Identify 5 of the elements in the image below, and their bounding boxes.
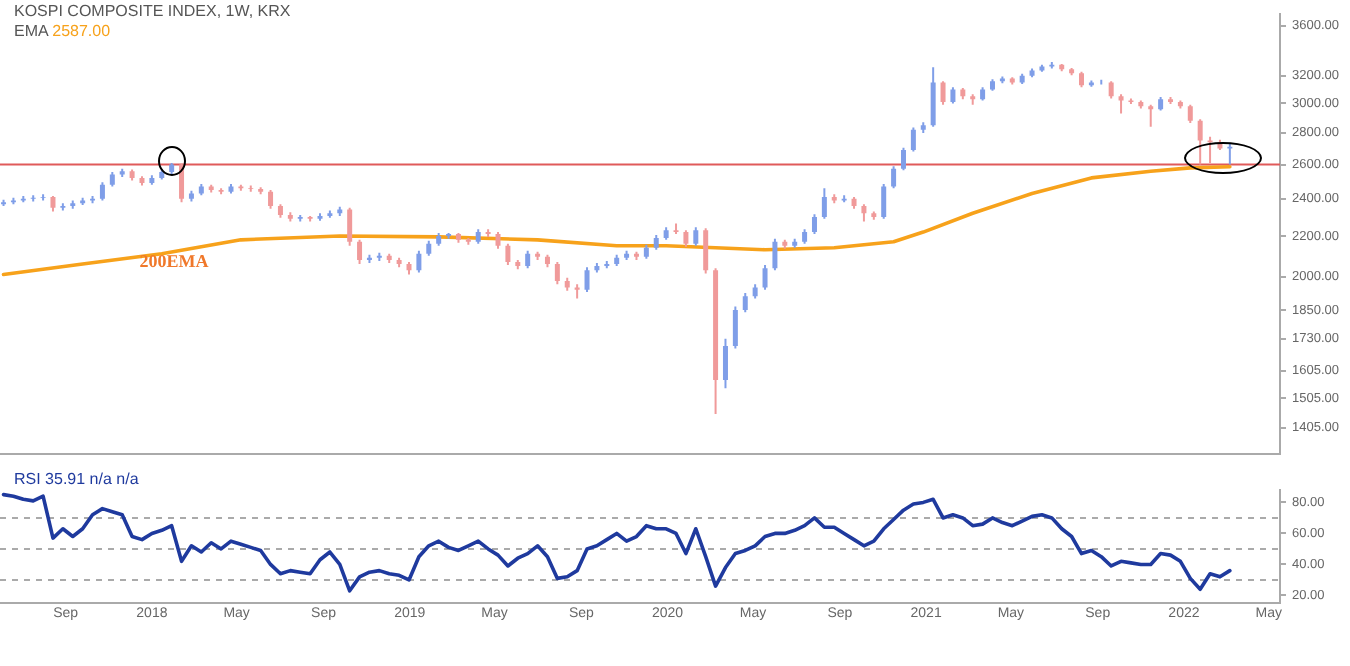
text: EMA 2587.00 [14,22,111,40]
candlestick [40,194,46,201]
chart-title: RSI 35.91 n/a n/a [14,470,139,490]
annotation: 200EMA [139,250,210,271]
chart-title: KOSPI COMPOSITE INDEX, 1W, KRX [14,2,291,22]
